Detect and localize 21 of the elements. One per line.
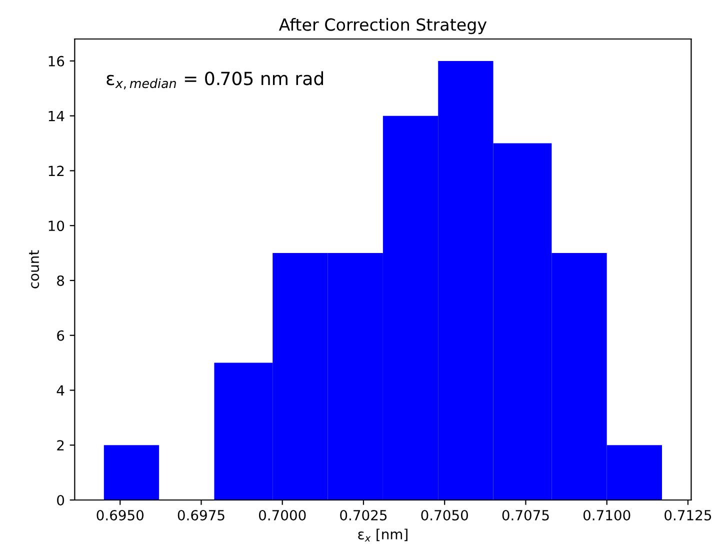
y-tick-label: 0 (57, 494, 64, 506)
chart-title: After Correction Strategy (278, 18, 487, 34)
x-tick-label: 0.7000 (258, 510, 306, 520)
x-tick-label: 0.7100 (583, 510, 630, 520)
x-tick-label: 0.7050 (421, 510, 468, 520)
x-tick-label: 0.7075 (502, 510, 549, 520)
x-tick-label: 0.6975 (178, 510, 224, 520)
x-axis-title: ε$_{x}$ [nm] (358, 528, 408, 542)
y-tick-label: 10 (48, 220, 64, 232)
x-tick-label: 0.7125 (664, 510, 712, 520)
y-tick-label: 12 (48, 166, 64, 176)
y-tick-label: 4 (56, 385, 64, 396)
y-tick-label: 14 (48, 110, 64, 122)
y-tick-label: 16 (48, 56, 64, 66)
annotation: ε$_{x,median}$ = 0.705 nm rad (106, 71, 324, 90)
y-axis-title: count (29, 250, 40, 288)
x-tick-label: 0.7025 (340, 510, 387, 520)
y-tick-label: 2 (57, 440, 64, 450)
y-tick-label: 8 (57, 275, 64, 286)
y-tick-label: 6 (57, 330, 64, 341)
x-tick-label: 0.6950 (96, 510, 144, 520)
